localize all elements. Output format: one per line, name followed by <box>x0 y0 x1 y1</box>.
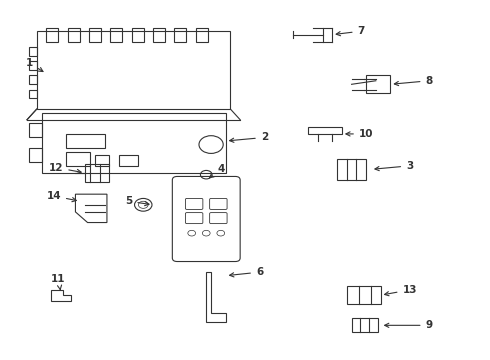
Text: 11: 11 <box>51 274 66 290</box>
Text: 13: 13 <box>385 285 417 296</box>
Text: 1: 1 <box>26 58 43 72</box>
Text: 10: 10 <box>346 129 373 139</box>
Text: 7: 7 <box>336 26 365 36</box>
Text: 8: 8 <box>394 76 433 86</box>
Text: 5: 5 <box>125 196 149 206</box>
Text: 3: 3 <box>375 161 414 171</box>
Text: 4: 4 <box>210 165 224 177</box>
Text: 6: 6 <box>230 267 263 277</box>
Text: 12: 12 <box>49 163 81 174</box>
Text: 9: 9 <box>385 320 433 330</box>
Text: 14: 14 <box>47 191 76 202</box>
Text: 2: 2 <box>230 132 268 143</box>
